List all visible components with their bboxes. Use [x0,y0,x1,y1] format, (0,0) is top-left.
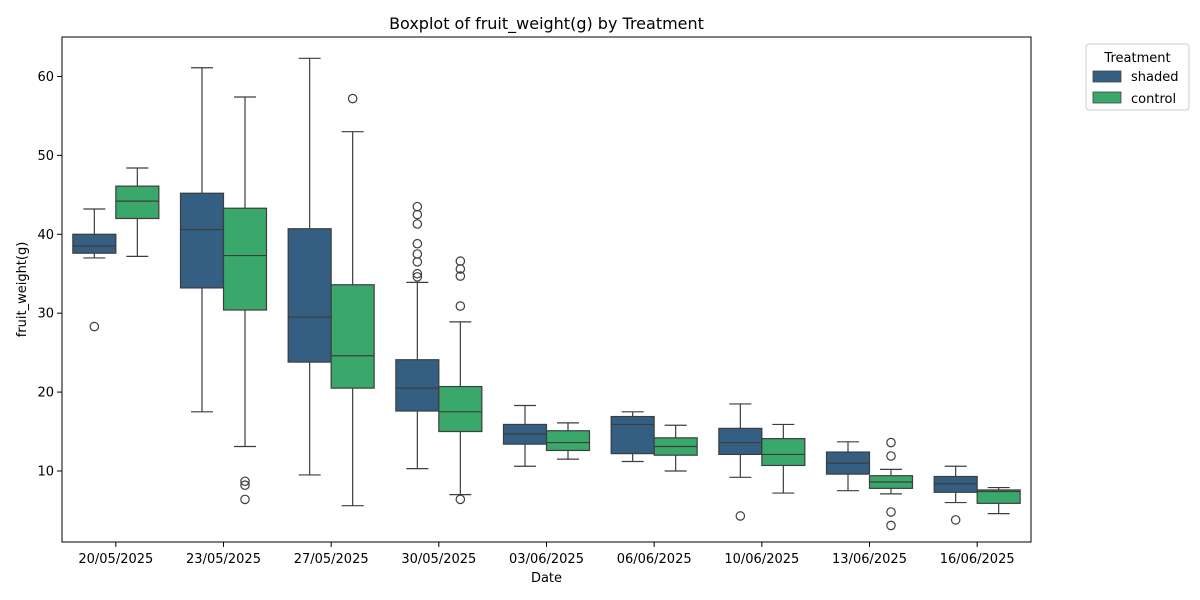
box-control-4 [438,256,483,505]
outlier-point [412,238,423,249]
box-body [933,475,978,493]
box-control-9 [976,486,1021,515]
boxes-layer [72,57,1021,531]
x-tick-label: 27/05/2025 [294,552,369,567]
outlier-point [455,301,466,311]
outlier-point [412,209,423,220]
chart-title: Boxplot of fruit_weight(g) by Treatment [389,14,704,34]
x-axis-label: Date [531,571,562,586]
box-shaded-4 [395,201,440,470]
box-body [545,430,591,452]
box-control-5 [545,422,591,460]
outlier-point [735,511,746,521]
outlier-point [240,476,250,487]
box-body [438,385,483,433]
box-body [222,207,268,311]
box-control-2 [222,96,268,505]
x-tick-label: 03/06/2025 [509,552,584,567]
outlier-point [412,257,423,267]
y-tick-label: 50 [37,149,54,164]
box-control-3 [330,93,375,507]
box-control-6 [653,424,698,472]
outlier-point [886,507,896,517]
outlier-point [412,249,423,259]
box-shaded-6 [610,411,655,463]
box-body [610,415,655,455]
box-body [976,489,1021,504]
box-body [718,427,763,456]
outlier-point [950,515,961,525]
box-shaded-3 [287,57,332,476]
box-body [287,228,332,363]
x-tick-label: 06/06/2025 [617,552,692,567]
x-axis: 20/05/2025 23/05/2025 27/05/2025 30/05/2025… [78,542,1015,567]
box-control-1 [115,167,160,257]
outlier-point [886,451,896,461]
box-shaded-1 [72,208,117,332]
box-body [72,233,117,254]
outlier-point [240,494,250,505]
y-tick-label: 10 [37,464,54,479]
box-control-8 [868,437,914,531]
x-tick-label: 20/05/2025 [78,552,153,567]
x-tick-label: 10/06/2025 [724,552,799,567]
x-tick-label: 30/05/2025 [401,552,476,567]
plot-frame [61,36,1032,543]
outlier-point [412,219,423,229]
outlier-point [455,494,466,505]
outlier-point [412,201,423,212]
box-body [395,359,440,412]
legend-swatch-control [1092,91,1122,104]
box-shaded-9 [933,465,978,525]
x-tick-label: 13/06/2025 [832,552,907,567]
outlier-point [240,480,250,490]
outlier-point [886,437,896,448]
y-tick-label: 30 [37,307,54,322]
box-shaded-2 [179,67,225,413]
outlier-point [89,321,100,332]
legend-label-shaded: shaded [1131,70,1178,85]
box-body [115,185,160,220]
legend: Treatment shaded control [1085,43,1190,111]
legend-label-control: control [1131,92,1176,107]
box-control-7 [761,423,806,494]
x-tick-label: 16/06/2025 [940,552,1015,567]
outlier-point [412,272,423,282]
outlier-point [455,256,466,266]
y-axis: 10 20 30 40 50 60 [37,70,62,479]
box-shaded-5 [502,404,548,467]
box-body [761,438,806,467]
outlier-point [455,271,466,281]
outlier-point [886,520,896,531]
y-tick-label: 20 [37,386,54,401]
outlier-point [347,93,358,104]
box-shaded-7 [718,403,763,521]
box-shaded-8 [825,441,871,492]
legend-title: Treatment [1103,51,1170,66]
y-tick-label: 40 [37,228,54,243]
outlier-point [412,268,423,279]
y-tick-label: 60 [37,70,54,85]
y-axis-label: fruit_weight(g) [15,242,30,338]
legend-swatch-shaded [1092,70,1122,83]
box-body [179,192,225,289]
box-body [330,284,375,389]
x-tick-label: 23/05/2025 [186,552,261,567]
